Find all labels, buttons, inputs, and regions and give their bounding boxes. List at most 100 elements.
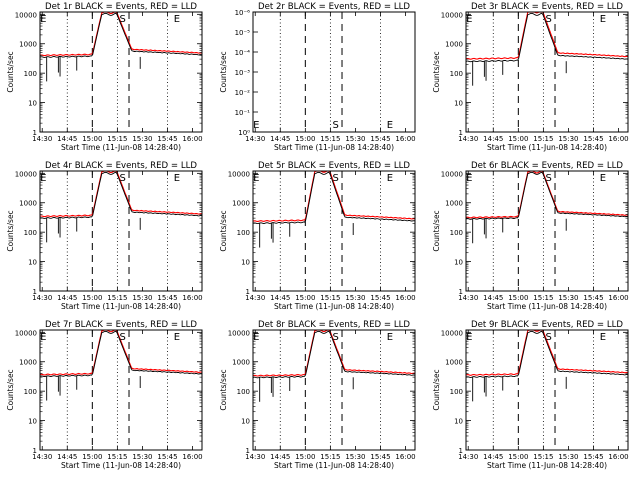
y-tick-label: 10000	[441, 329, 463, 337]
x-tick-label: 15:30	[345, 453, 365, 461]
x-axis-label: Start Time (11-Jun-08 14:28:40)	[487, 302, 607, 311]
panel-9: Det 9r BLACK = Events, RED = LLD E S E 14:30…	[432, 320, 629, 470]
series-events-line	[39, 12, 203, 58]
y-tick-label: 100	[24, 70, 37, 78]
x-tick-label: 14:30	[32, 294, 52, 302]
series-events-line	[465, 12, 629, 63]
y-tick-label: 10⁻³	[235, 69, 251, 77]
y-tick-label: 100	[24, 229, 37, 237]
panel-title: Det 2r BLACK = Events, RED = LLD	[258, 2, 410, 12]
plot-frame	[252, 11, 416, 133]
marker-letter: S	[545, 173, 551, 184]
x-axis-label: Start Time (11-Jun-08 14:28:40)	[487, 143, 607, 152]
x-tick-label: 15:45	[583, 135, 603, 143]
marker-letter: E	[40, 173, 46, 184]
panel-title: Det 5r BLACK = Events, RED = LLD	[258, 161, 410, 171]
x-tick-label: 16:00	[608, 135, 628, 143]
y-tick-label: 100	[237, 229, 250, 237]
x-tick-label: 15:15	[107, 135, 127, 143]
y-tick-label: 100	[450, 388, 463, 396]
y-tick-label: 1	[33, 447, 37, 455]
panel-8: Det 8r BLACK = Events, RED = LLD E S E 14:30…	[219, 320, 416, 470]
x-tick-label: 14:30	[458, 135, 478, 143]
y-tick-label: 1	[459, 288, 463, 296]
panel-7: Det 7r BLACK = Events, RED = LLD E S E 14:30…	[6, 320, 203, 470]
y-tick-label: 10	[28, 100, 37, 108]
x-tick-label: 15:30	[132, 294, 152, 302]
marker-letter: E	[174, 332, 180, 343]
marker-letter: S	[332, 120, 338, 131]
y-tick-label: 10	[28, 418, 37, 426]
marker-letter: E	[466, 332, 472, 343]
marker-letter: S	[332, 332, 338, 343]
x-tick-label: 15:15	[533, 453, 553, 461]
marker-letter: E	[174, 173, 180, 184]
y-tick-label: 10000	[441, 170, 463, 178]
series-lld-line	[252, 170, 416, 222]
x-tick-label: 16:00	[395, 135, 415, 143]
x-tick-label: 14:45	[57, 294, 77, 302]
panel-2: Det 2r BLACK = Events, RED = LLD E S E 14:30…	[219, 2, 416, 152]
y-tick-label: 1	[33, 288, 37, 296]
series-lld-line	[252, 329, 416, 377]
y-tick-label: 100	[450, 229, 463, 237]
x-tick-label: 15:00	[295, 294, 315, 302]
x-tick-label: 16:00	[182, 294, 202, 302]
y-axis-label: Counts/sec	[219, 51, 228, 92]
plot-frame	[39, 170, 203, 292]
series-events-line	[39, 171, 203, 219]
y-tick-label: 1	[459, 447, 463, 455]
x-tick-label: 14:45	[483, 453, 503, 461]
x-tick-label: 15:00	[508, 135, 528, 143]
x-tick-label: 14:45	[483, 135, 503, 143]
marker-letter: E	[174, 14, 180, 25]
y-axis-label: Counts/sec	[6, 210, 15, 251]
series-events-line	[39, 330, 203, 378]
y-tick-label: 10000	[15, 170, 37, 178]
y-tick-label: 1000	[19, 200, 37, 208]
marker-letter: S	[119, 173, 125, 184]
x-tick-label: 16:00	[182, 453, 202, 461]
x-tick-label: 15:00	[82, 294, 102, 302]
x-tick-label: 15:00	[508, 453, 528, 461]
marker-letter: E	[466, 173, 472, 184]
x-axis-label: Start Time (11-Jun-08 14:28:40)	[61, 143, 181, 152]
y-tick-label: 10000	[15, 329, 37, 337]
y-axis-label: Counts/sec	[219, 369, 228, 410]
marker-letter: E	[387, 173, 393, 184]
panel-title: Det 9r BLACK = Events, RED = LLD	[471, 320, 623, 330]
x-tick-label: 15:30	[345, 135, 365, 143]
x-tick-label: 15:15	[533, 294, 553, 302]
y-axis-label: Counts/sec	[432, 210, 441, 251]
marker-letter: S	[119, 14, 125, 25]
x-tick-label: 16:00	[608, 453, 628, 461]
y-tick-label: 1	[246, 288, 250, 296]
series-events-line	[252, 330, 416, 379]
marker-letter: E	[600, 332, 606, 343]
x-tick-label: 15:30	[558, 453, 578, 461]
panel-1: Det 1r BLACK = Events, RED = LLD E S E 14:30…	[6, 2, 203, 152]
x-tick-label: 15:00	[82, 135, 102, 143]
marker-letter: E	[466, 14, 472, 25]
marker-letter: E	[253, 120, 259, 131]
x-tick-label: 15:15	[320, 294, 340, 302]
y-tick-label: 10	[28, 259, 37, 267]
y-axis-label: Counts/sec	[432, 51, 441, 92]
x-axis-label: Start Time (11-Jun-08 14:28:40)	[274, 143, 394, 152]
panel-title: Det 7r BLACK = Events, RED = LLD	[45, 320, 197, 330]
y-axis-label: Counts/sec	[6, 51, 15, 92]
x-tick-label: 16:00	[608, 294, 628, 302]
y-tick-label: 1	[33, 129, 37, 137]
x-tick-label: 14:30	[32, 135, 52, 143]
plot-frame	[252, 170, 416, 292]
x-tick-label: 15:45	[583, 453, 603, 461]
x-tick-label: 15:15	[320, 453, 340, 461]
y-axis-label: Counts/sec	[219, 210, 228, 251]
marker-letter: S	[545, 332, 551, 343]
y-tick-label: 1000	[19, 359, 37, 367]
y-tick-label: 1000	[19, 41, 37, 49]
x-tick-label: 14:30	[245, 453, 265, 461]
x-tick-label: 14:45	[57, 135, 77, 143]
y-tick-label: 10	[241, 259, 250, 267]
